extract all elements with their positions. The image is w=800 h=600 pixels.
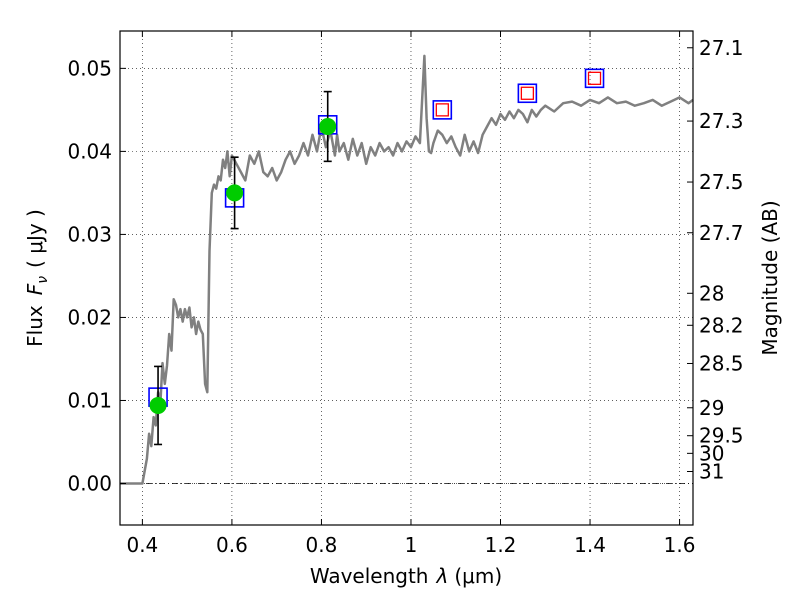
x-axis-ticks: 0.4 0.6 0.8 1 1.2 1.4 1.6 xyxy=(126,31,695,557)
y-axis-ticks: 0.00 0.01 0.02 0.03 0.04 0.05 xyxy=(67,56,126,495)
y-axis-label: Flux Fν ( μJy ) xyxy=(23,209,51,347)
observed-point xyxy=(319,117,337,135)
model-photometry-box xyxy=(517,83,538,104)
y-axis-label-symbol: F xyxy=(23,283,47,295)
observed-point xyxy=(149,396,167,414)
magnitude-tick-label: 29.5 xyxy=(699,424,744,448)
magnitude-tick-label: 31 xyxy=(699,459,724,483)
model-photometry-inner-box xyxy=(520,86,535,100)
magnitude-tick-label: 29 xyxy=(699,396,724,420)
x-axis-label-text: Wavelength xyxy=(310,564,429,588)
model-photometry-inner-box xyxy=(587,71,602,85)
plot-background xyxy=(120,31,693,525)
magnitude-tick-label: 27.5 xyxy=(699,170,744,194)
observed-photometry xyxy=(149,90,337,446)
y-tick-label: 0.01 xyxy=(67,388,112,412)
y-axis-label-subscript: ν xyxy=(35,276,51,284)
x-tick-label: 1.4 xyxy=(574,533,606,557)
x-tick-label: 1.6 xyxy=(664,533,696,557)
magnitude-tick-label: 28.2 xyxy=(699,313,744,337)
magnitude-tick-label: 28 xyxy=(699,281,724,305)
y-tick-label: 0.02 xyxy=(67,305,112,329)
observed-point xyxy=(226,184,244,202)
plot-frame xyxy=(119,30,694,526)
magnitude-tick-label: 30 xyxy=(699,441,724,465)
magnitude-tick-label: 27.3 xyxy=(699,109,744,133)
x-tick-label: 0.8 xyxy=(306,533,338,557)
x-axis-label-unit: (μm) xyxy=(454,564,502,588)
magnitude-tick-label: 27.7 xyxy=(699,221,744,245)
x-tick-label: 1.2 xyxy=(485,533,517,557)
y-axis-label-unit: ( μJy ) xyxy=(23,209,47,268)
magnitude-tick-label: 27.1 xyxy=(699,36,744,60)
x-axis-label-symbol: λ xyxy=(436,564,449,588)
model-photometry-box xyxy=(432,100,453,120)
x-axis-label: Wavelength λ (μm) xyxy=(310,564,502,588)
template-spectrum xyxy=(120,54,694,485)
y-tick-label: 0.03 xyxy=(67,222,112,246)
magnitude-tick-label: 28.5 xyxy=(699,351,744,375)
x-tick-label: 1 xyxy=(405,533,418,557)
y-tick-label: 0.04 xyxy=(67,139,112,163)
y-axis-label-text: Flux xyxy=(23,305,47,347)
template-spectrum-line xyxy=(120,54,694,485)
y-tick-label: 0.00 xyxy=(67,471,112,495)
model-photometry-inner-box xyxy=(435,103,449,117)
x-tick-label: 0.4 xyxy=(126,533,158,557)
x-tick-label: 0.6 xyxy=(216,533,248,557)
model-photometry-box xyxy=(584,68,605,89)
y-tick-label: 0.05 xyxy=(67,56,112,80)
magnitude-axis-label: Magnitude (AB) xyxy=(758,200,782,355)
